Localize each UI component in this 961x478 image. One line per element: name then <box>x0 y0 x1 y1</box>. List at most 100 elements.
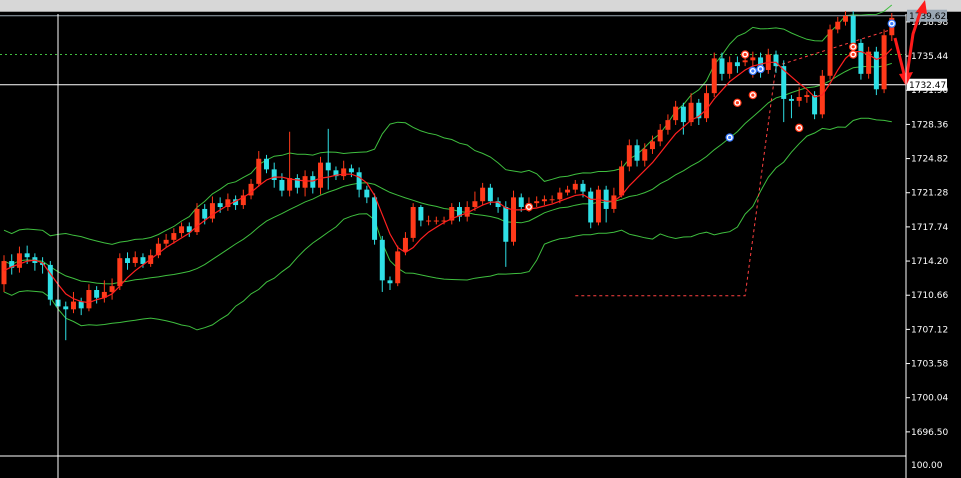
candle-body <box>472 201 478 208</box>
candle-body <box>418 207 424 221</box>
candle <box>271 162 277 188</box>
candle-body <box>387 280 393 284</box>
candle-body <box>441 220 447 222</box>
candle-body <box>325 162 331 171</box>
trade-connector-line <box>575 28 892 297</box>
candle <box>163 234 169 248</box>
candle-body <box>94 290 100 298</box>
candle-body <box>194 208 200 233</box>
candle-body <box>109 286 115 292</box>
candle-body <box>186 226 192 233</box>
candle <box>395 245 401 287</box>
candle <box>835 16 841 34</box>
candle-body <box>657 129 663 142</box>
candle <box>634 139 640 167</box>
candle <box>325 128 331 190</box>
sell-marker-dot <box>797 126 801 130</box>
sell-marker-dot <box>851 52 855 57</box>
sell-marker <box>794 123 804 133</box>
candle-body <box>595 189 601 223</box>
candle <box>418 205 424 227</box>
candle <box>233 195 239 210</box>
candle <box>719 52 725 81</box>
candle-body <box>47 264 53 300</box>
candle-body <box>796 96 802 101</box>
candle <box>487 183 493 206</box>
candle-body <box>449 207 455 221</box>
current-price-value: 1732.47 <box>909 81 946 91</box>
candle-body <box>611 195 617 209</box>
candle-body <box>410 207 416 238</box>
candle-body <box>634 145 640 161</box>
buy-marker <box>887 19 897 28</box>
candle <box>318 156 324 195</box>
candle-body <box>541 199 547 202</box>
candle-body <box>580 183 586 192</box>
current-price-tag <box>907 78 947 91</box>
candle <box>464 201 470 222</box>
y-tick-label: 1696.50 <box>911 428 948 438</box>
candle <box>248 179 254 200</box>
candle <box>341 160 347 180</box>
candle <box>626 139 632 172</box>
candle-body <box>140 257 146 264</box>
upper-band <box>3 4 893 245</box>
candle <box>657 124 663 147</box>
candle <box>179 222 185 237</box>
candle-body <box>302 176 308 188</box>
candle-body <box>78 301 84 309</box>
candle <box>32 253 38 271</box>
candle-body <box>132 257 138 263</box>
candle <box>812 91 818 120</box>
candle-body <box>433 220 439 222</box>
candle <box>333 166 339 180</box>
signal-arrow-line <box>893 9 923 83</box>
candle-body <box>279 179 285 191</box>
candle-body <box>565 189 571 193</box>
candles <box>1 11 895 341</box>
candle-body <box>742 60 748 63</box>
candle-body <box>858 42 864 74</box>
candle-body <box>16 253 22 268</box>
buy-marker <box>725 133 734 142</box>
candle <box>850 11 856 49</box>
candle-body <box>866 51 872 74</box>
candle <box>16 246 22 273</box>
candle-body <box>557 192 563 200</box>
candle-body <box>364 189 370 198</box>
candle-body <box>534 201 540 204</box>
candle-body <box>225 199 231 208</box>
candle-body <box>518 197 524 208</box>
candle <box>78 297 84 316</box>
candle-body <box>727 62 733 74</box>
candle-body <box>1 261 7 285</box>
buy-marker-dot <box>751 69 755 73</box>
candle <box>348 164 354 178</box>
sell-marker <box>748 90 758 100</box>
candle-body <box>873 51 879 90</box>
sell-marker <box>733 98 742 107</box>
candle <box>549 195 555 204</box>
candle <box>534 196 540 208</box>
candle-body <box>711 58 717 94</box>
candle <box>881 29 887 94</box>
candle <box>256 151 262 187</box>
candle-body <box>70 301 76 310</box>
candle-body <box>835 21 841 30</box>
candle <box>186 222 192 237</box>
candle-body <box>333 170 339 177</box>
candle <box>858 39 864 80</box>
candle <box>449 203 455 225</box>
candle-body <box>511 197 517 242</box>
y-tick-label: 1721.28 <box>911 189 948 199</box>
y-tick-label: 1700.04 <box>911 394 948 404</box>
candle-body <box>341 168 347 177</box>
buy-marker <box>756 64 765 74</box>
candle <box>101 280 107 303</box>
candle <box>804 91 810 103</box>
candle <box>842 11 848 26</box>
candle <box>364 185 370 204</box>
candle-body <box>688 102 694 123</box>
sell-marker-dot <box>751 93 755 97</box>
candle-body <box>464 207 470 217</box>
